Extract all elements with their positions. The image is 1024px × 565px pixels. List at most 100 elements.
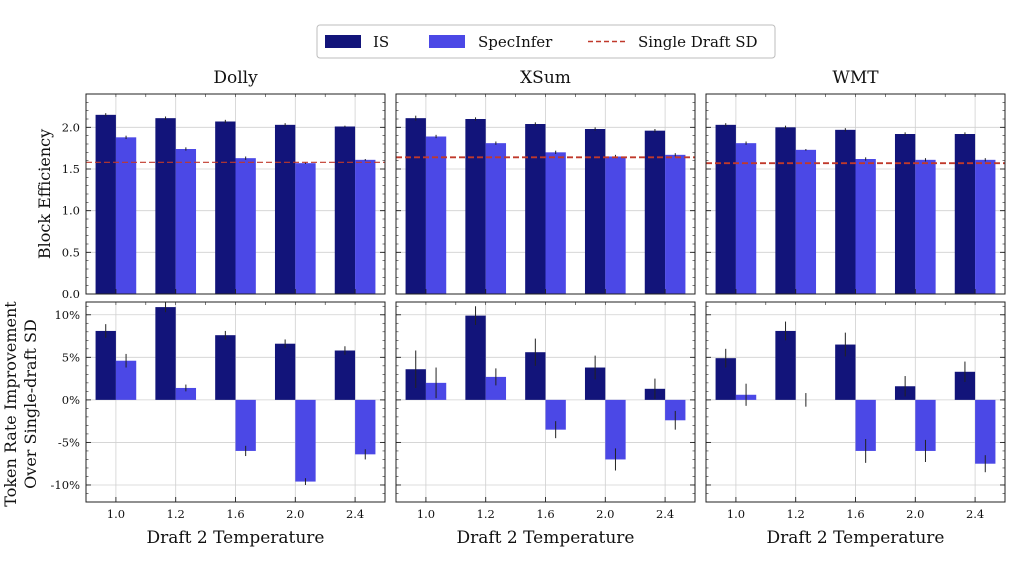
bar-specinfer <box>855 399 876 451</box>
bar-specinfer <box>295 399 316 482</box>
bar-is <box>715 124 736 294</box>
bar-is <box>525 352 546 400</box>
bar-specinfer <box>175 149 197 294</box>
legend-label-specinfer: SpecInfer <box>478 33 553 51</box>
bar-specinfer <box>545 399 566 430</box>
x-tick-label: 1.0 <box>417 507 435 521</box>
x-tick-label: 1.6 <box>226 507 244 521</box>
y-tick-label: 0% <box>62 393 80 407</box>
bar-specinfer <box>355 159 376 294</box>
panel-title-wmt: WMT <box>832 68 879 88</box>
bar-is <box>334 126 356 294</box>
legend-label-is: IS <box>373 33 389 51</box>
y-axis-label-token-rate-line1: Token Rate Improvement <box>1 301 20 507</box>
x-tick-label: 1.6 <box>846 507 864 521</box>
x-tick-label: 1.6 <box>536 507 554 521</box>
bar-specinfer <box>855 159 876 294</box>
legend-swatch-specinfer <box>429 35 465 48</box>
bar-is <box>465 315 486 400</box>
panel-wmt-token-rate-improvement: 1.0 1.2 1.6 2.0 2.4 Draft 2 Temperature <box>705 301 1006 548</box>
bar-specinfer <box>355 399 376 455</box>
bar-specinfer <box>485 143 507 294</box>
bar-is <box>405 118 426 295</box>
bar-specinfer <box>115 137 137 294</box>
bar-is <box>644 130 666 294</box>
y-axis-label-block-efficiency: Block Efficiency <box>35 129 54 259</box>
panel-xsum-block-efficiency: XSum <box>395 68 696 295</box>
x-tick-label: 2.4 <box>656 507 674 521</box>
panels: 0.0 0.5 1.0 1.5 2.0 Dolly XSum WMT 10% 5% 0% -5% -10… <box>51 68 1006 548</box>
x-tick-label: 2.4 <box>966 507 984 521</box>
x-tick-label: 1.0 <box>727 507 745 521</box>
bar-is <box>954 371 976 400</box>
legend: IS SpecInfer Single Draft SD <box>316 24 776 59</box>
bar-is <box>334 350 356 400</box>
bar-specinfer <box>975 159 996 294</box>
x-tick-label: 1.2 <box>477 507 495 521</box>
x-tick-label: 2.0 <box>906 507 924 521</box>
bar-is <box>775 330 796 400</box>
bar-is <box>465 119 486 294</box>
x-tick-label: 1.2 <box>787 507 805 521</box>
x-axis-label: Draft 2 Temperature <box>456 528 634 548</box>
bar-specinfer <box>735 143 757 294</box>
bar-is <box>155 307 176 400</box>
bar-is <box>274 124 296 294</box>
bar-specinfer <box>605 399 626 460</box>
legend-label-single-draft: Single Draft SD <box>638 33 758 51</box>
y-tick-label: 2.0 <box>62 120 80 134</box>
x-tick-label: 1.0 <box>107 507 125 521</box>
bar-is <box>155 118 176 295</box>
bar-specinfer <box>235 399 256 451</box>
y-axis-label-token-rate-line2: Over Single-draft SD <box>21 319 40 489</box>
bar-is <box>584 129 606 294</box>
bar-specinfer <box>115 360 137 400</box>
y-tick-label: 1.5 <box>62 162 80 176</box>
legend-swatch-is <box>325 35 361 48</box>
legend-frame <box>316 24 776 59</box>
panel-title-dolly: Dolly <box>213 68 258 88</box>
bar-is <box>95 330 116 400</box>
bar-is <box>95 114 116 294</box>
y-tick-label: -10% <box>51 478 81 492</box>
y-tick-label: 0.0 <box>62 287 80 301</box>
bar-is <box>835 344 856 400</box>
bar-specinfer <box>545 152 566 294</box>
bar-specinfer <box>485 376 507 400</box>
bar-is <box>215 121 236 294</box>
panel-dolly-token-rate-improvement: 10% 5% 0% -5% -10% 1.0 1.2 1.6 2.0 2.4 Draft 2 Tem… <box>51 301 386 548</box>
bar-is <box>775 127 796 294</box>
bar-is <box>894 134 916 294</box>
bar-is <box>274 343 296 400</box>
bar-is <box>584 367 606 400</box>
bar-specinfer <box>665 399 686 421</box>
bar-is <box>835 129 856 294</box>
y-tick-label: 0.5 <box>62 245 80 259</box>
panel-dolly-block-efficiency: 0.0 0.5 1.0 1.5 2.0 Dolly <box>62 68 386 301</box>
panel-xsum-token-rate-improvement: 1.0 1.2 1.6 2.0 2.4 Draft 2 Temperature <box>395 301 696 548</box>
bar-specinfer <box>235 158 256 294</box>
x-tick-label: 2.4 <box>346 507 364 521</box>
bar-is <box>525 124 546 294</box>
bar-specinfer <box>975 399 996 464</box>
bar-specinfer <box>665 154 686 294</box>
y-tick-label: 5% <box>62 350 80 364</box>
x-tick-label: 2.0 <box>286 507 304 521</box>
bar-is <box>954 134 976 294</box>
bar-is <box>715 358 736 400</box>
x-tick-label: 1.2 <box>167 507 185 521</box>
x-axis-label: Draft 2 Temperature <box>766 528 944 548</box>
bar-specinfer <box>605 156 626 294</box>
bar-specinfer <box>915 399 936 451</box>
x-tick-label: 2.0 <box>596 507 614 521</box>
bar-is <box>215 335 236 400</box>
panel-wmt-block-efficiency: WMT <box>705 68 1006 295</box>
y-tick-label: 10% <box>54 308 80 322</box>
bar-specinfer <box>425 136 447 294</box>
bar-specinfer <box>295 163 316 294</box>
y-tick-label: 1.0 <box>62 204 80 218</box>
panel-title-xsum: XSum <box>520 68 571 88</box>
bar-specinfer <box>175 387 197 400</box>
bar-specinfer <box>915 159 936 294</box>
